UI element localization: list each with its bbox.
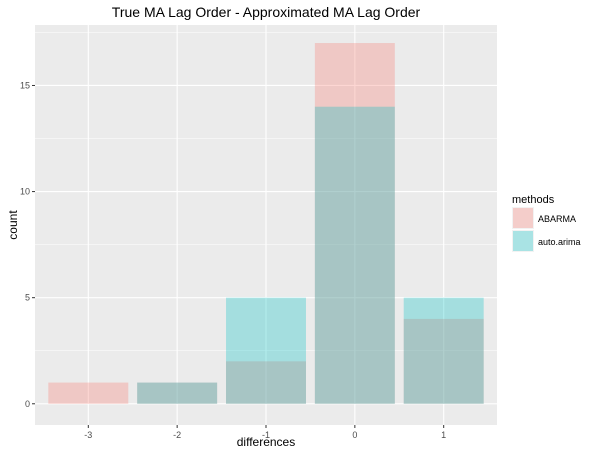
grid-lines xyxy=(35,25,497,425)
x-tick-label: 1 xyxy=(441,430,446,440)
bar-ABARMA-0 xyxy=(314,43,395,404)
y-tick-label: 15 xyxy=(20,80,30,90)
x-tick-label: -2 xyxy=(173,430,181,440)
bar-ABARMA--2 xyxy=(137,382,218,404)
y-axis-label: count xyxy=(6,210,20,240)
chart-title: True MA Lag Order - Approximated MA Lag … xyxy=(112,4,421,20)
legend-label-auto-arima: auto.arima xyxy=(538,237,581,247)
bar-ABARMA-1 xyxy=(403,318,484,404)
x-tick-label: -1 xyxy=(262,430,270,440)
legend-title: methods xyxy=(512,194,555,206)
legend-label-ABARMA: ABARMA xyxy=(538,214,576,224)
bar-ABARMA--1 xyxy=(226,361,306,404)
legend-key-ABARMA xyxy=(513,208,533,228)
y-tick-label: 0 xyxy=(25,399,30,409)
legend: methods ABARMA auto.arima xyxy=(512,194,581,252)
x-axis-ticks: -3 -2 -1 0 1 xyxy=(84,425,446,440)
x-tick-label: -3 xyxy=(84,430,92,440)
bar-ABARMA--3 xyxy=(48,382,129,404)
y-tick-label: 5 xyxy=(25,293,30,303)
bar-auto-arima-1 xyxy=(403,297,484,404)
x-axis-label: differences xyxy=(237,435,295,449)
bar-auto-arima--1 xyxy=(226,297,306,404)
legend-key-background xyxy=(512,207,534,229)
legend-key-background xyxy=(512,230,534,252)
bar-auto-arima-0 xyxy=(314,106,395,404)
x-tick-label: 0 xyxy=(352,430,357,440)
bars xyxy=(48,43,484,404)
legend-items: ABARMA auto.arima xyxy=(512,207,581,252)
bar-auto-arima--2 xyxy=(137,382,218,404)
y-tick-label: 10 xyxy=(20,187,30,197)
y-axis-ticks: 0 5 10 15 xyxy=(20,80,35,409)
legend-key-auto-arima xyxy=(513,231,533,251)
